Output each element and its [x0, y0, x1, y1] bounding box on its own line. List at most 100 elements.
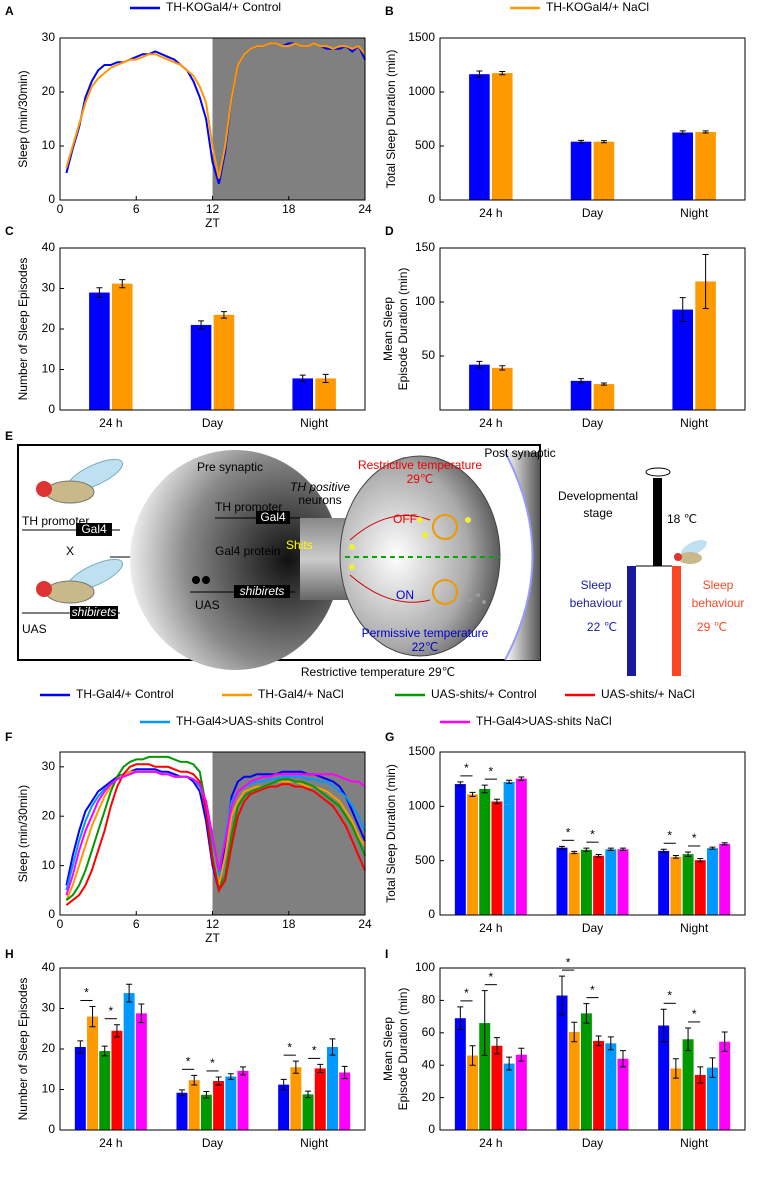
x-tick-label: Night	[680, 416, 709, 430]
bar	[672, 309, 694, 410]
significance-label: *	[464, 761, 469, 775]
y-tick-label: 0	[48, 192, 55, 206]
bar	[694, 1074, 706, 1130]
y-tick-label: 500	[415, 853, 435, 867]
significance-label: *	[186, 1054, 191, 1068]
stage-bar	[672, 566, 681, 676]
panel-label: G	[385, 730, 394, 744]
error-bar	[138, 1003, 145, 1024]
legend-label: UAS-shits/+ NaCl	[601, 687, 695, 701]
x-tick-label: 18	[282, 917, 296, 931]
legend-label: UAS-shits/+ Control	[431, 687, 537, 701]
x-tick-label: Night	[680, 921, 709, 935]
bar	[695, 281, 716, 410]
y-axis-label: Total Sleep Duration (min)	[384, 764, 398, 903]
bar	[454, 1018, 466, 1130]
error-bar	[481, 784, 488, 794]
x-tick-label: Night	[680, 1136, 709, 1150]
x-tick-label: 18	[282, 202, 296, 216]
error-bar	[578, 139, 585, 144]
error-bar	[595, 853, 602, 858]
label: Pre synaptic	[197, 460, 263, 474]
error-bar	[571, 850, 578, 855]
label: Restrictive temperature	[358, 458, 482, 472]
error-bar	[280, 1078, 287, 1091]
x-tick-label: 12	[206, 202, 220, 216]
x-tick-label: Night	[300, 1136, 329, 1150]
x-tick-label: Night	[680, 206, 709, 220]
label: UAS	[195, 598, 220, 612]
label: 22 ℃	[587, 620, 617, 634]
bar	[454, 784, 466, 915]
error-bar	[620, 1050, 626, 1068]
series-line	[65, 763, 366, 906]
label: UAS	[22, 622, 47, 636]
error-bar	[697, 1066, 704, 1084]
dot	[422, 532, 428, 538]
significance-label: *	[312, 1044, 317, 1058]
bar	[556, 995, 568, 1130]
bar	[225, 1076, 237, 1130]
label: shibirets	[240, 584, 285, 598]
bar	[467, 1055, 479, 1130]
error-bar	[679, 297, 686, 322]
y-tick-label: 20	[42, 1041, 56, 1055]
axes-frame	[439, 37, 746, 201]
bar	[123, 993, 135, 1130]
error-bar	[672, 1058, 679, 1079]
bar	[503, 1063, 515, 1130]
vesicle	[432, 579, 458, 605]
y-axis-label: Mean Sleep	[381, 297, 395, 361]
error-bar	[476, 70, 483, 78]
bar	[556, 847, 568, 915]
bar	[706, 1067, 718, 1130]
label: Sleep	[581, 578, 612, 592]
legend-label: TH-Gal4>UAS-shits NaCl	[476, 714, 612, 728]
bar	[326, 1046, 338, 1130]
x-tick-label: Day	[582, 416, 603, 430]
panel-label: I	[385, 947, 388, 961]
error-bar	[77, 1040, 84, 1054]
panel-label: D	[385, 224, 394, 238]
error-bar	[329, 1038, 336, 1056]
bar	[670, 1068, 682, 1130]
post-membrane	[504, 451, 534, 661]
significance-label: *	[566, 825, 571, 839]
error-bar	[481, 990, 488, 1056]
dot	[468, 598, 472, 602]
significance-label: *	[488, 970, 493, 984]
error-bar	[559, 975, 565, 1016]
error-bar	[476, 360, 483, 369]
bar	[491, 73, 513, 200]
y-axis-label: Number of Sleep Episodes	[16, 258, 30, 401]
label: TH promoter	[215, 500, 282, 514]
bar	[719, 1041, 731, 1130]
error-bar	[600, 140, 607, 144]
bar	[605, 849, 617, 915]
error-bar	[499, 365, 506, 371]
error-bar	[220, 311, 227, 319]
x-tick-label: Day	[202, 1136, 223, 1150]
y-tick-label: 1000	[408, 84, 435, 98]
y-tick-label: 0	[48, 402, 55, 416]
panel-label: C	[5, 224, 14, 238]
bar	[593, 1040, 605, 1130]
x-tick-label: 24 h	[99, 1136, 122, 1150]
label: Post synaptic	[484, 446, 555, 460]
bar	[593, 855, 605, 915]
error-bar	[499, 70, 506, 76]
error-bar	[101, 1045, 108, 1057]
bar	[479, 1023, 491, 1130]
bar	[580, 1013, 592, 1130]
bar	[74, 1046, 86, 1130]
y-axis-label: Episode Duration (min)	[396, 268, 410, 391]
y-tick-label: 1500	[408, 744, 435, 758]
label: TH promoter	[22, 514, 89, 528]
y-tick-label: 1000	[408, 799, 435, 813]
label: behaviour	[692, 596, 745, 610]
error-bar	[89, 1005, 96, 1028]
bar	[694, 860, 706, 915]
bar	[568, 1031, 580, 1130]
legend-label: TH-Gal4>UAS-shits Control	[176, 714, 324, 728]
